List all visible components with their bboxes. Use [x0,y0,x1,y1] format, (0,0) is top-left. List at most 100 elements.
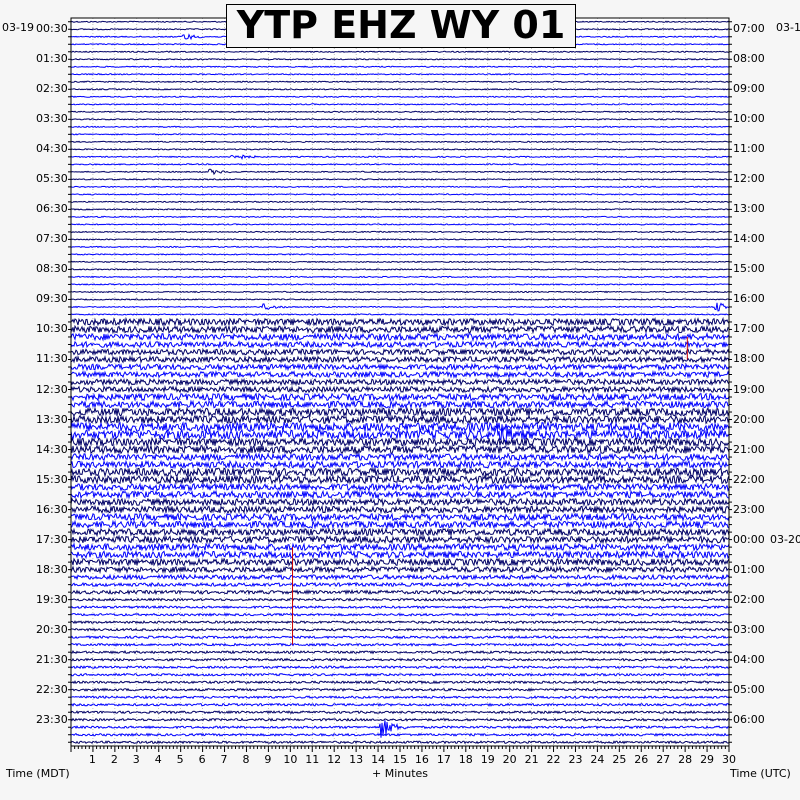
trace-line [70,215,730,219]
left-time-label: 09:30 [36,292,68,306]
x-tick-label: 19 [480,753,495,766]
right-time-label: 13:00 [733,202,765,216]
right-time-label: 03:00 [733,622,765,636]
trace-line [70,253,730,256]
trace-line [70,620,730,625]
right-time-label: 07:00 [733,22,765,36]
trace-line [70,512,730,523]
trace-line [70,283,730,286]
right-time-label: 21:00 [733,442,765,456]
trace-line [70,110,729,114]
trace-line [70,238,730,241]
trace-line [70,642,730,647]
trace-line [70,103,730,106]
trace-line [70,413,730,426]
trace-line [70,193,729,196]
x-tick-label: 29 [700,753,715,766]
x-tick-label: 14 [371,753,386,766]
x-tick-label: 11 [305,753,320,766]
right-time-label: 11:00 [733,142,765,156]
x-tick-label: 25 [612,753,627,766]
trace-line [70,702,730,707]
trace-line [70,542,730,553]
trace-line [70,168,730,176]
trace-line [70,354,730,364]
right-date-label: 03-1 [776,21,800,34]
left-time-label: 04:30 [36,142,68,156]
trace-line [70,459,730,470]
trace-line [70,504,730,515]
trace-line [70,473,730,486]
left-time-label: 23:30 [36,712,68,726]
right-time-label: 00:00 [733,532,765,546]
right-axis-label: Time (UTC) [730,767,791,780]
right-time-label: 06:00 [733,712,765,726]
x-tick-label: 16 [414,753,429,766]
right-time-label: 14:00 [733,232,765,246]
trace-line [70,331,730,343]
trace-line [70,133,730,136]
trace-line [70,399,730,410]
right-time-label: 23:00 [733,502,765,516]
x-tick-label: 23 [568,753,583,766]
x-tick-label: 22 [546,753,561,766]
trace-line [70,527,730,538]
trace-line [70,635,730,640]
trace-line [70,720,730,738]
trace-line [70,657,730,662]
trace-line [70,260,730,264]
trace-line [71,88,730,91]
left-time-label: 16:30 [36,502,68,516]
trace-line [70,680,730,685]
trace-line [70,740,730,745]
left-time-label: 20:30 [36,622,68,636]
trace-line [70,519,730,530]
right-time-label: 15:00 [733,262,765,276]
trace-line [70,694,730,700]
trace-line [71,80,730,83]
trace-line [70,313,730,316]
left-time-label: 15:30 [36,472,68,486]
trace-line [70,573,730,581]
trace-line [70,290,729,294]
trace-line [71,118,730,121]
x-tick-label: 17 [436,753,451,766]
left-time-label: 01:30 [36,52,68,66]
x-ticks [70,746,730,752]
right-time-label: 16:00 [733,292,765,306]
right-date-change-label: 03-20 [770,532,800,546]
trace-line [70,672,730,677]
left-time-label: 17:30 [36,532,68,546]
trace-line [70,444,730,456]
left-time-label: 02:30 [36,82,68,96]
trace-line [70,185,730,189]
trace-line [70,275,730,279]
right-time-label: 18:00 [733,352,765,366]
x-tick-label: 13 [349,753,364,766]
trace-line [70,65,730,68]
left-time-label: 05:30 [36,172,68,186]
trace-line [70,605,729,610]
left-time-label: 07:30 [36,232,68,246]
right-time-label: 09:00 [733,82,765,96]
trace-line [70,489,730,500]
right-time-label: 20:00 [733,412,765,426]
trace-line [70,717,730,722]
left-time-label: 22:30 [36,682,68,696]
x-tick-label: 30 [722,753,736,766]
x-tick-label: 5 [176,753,184,766]
trace-line [70,497,730,508]
x-tick-label: 6 [198,753,206,766]
left-time-label: 11:30 [36,352,68,366]
trace-line [70,316,730,327]
trace-line [70,50,730,54]
trace-line [70,392,730,403]
trace-line [70,549,730,560]
x-tick-label: 12 [327,753,342,766]
left-time-label: 21:30 [36,652,68,666]
x-tick-label: 26 [634,753,649,766]
trace-line [70,534,730,545]
trace-line [70,245,730,249]
right-time-label: 22:00 [733,472,765,486]
trace-line [70,200,730,204]
